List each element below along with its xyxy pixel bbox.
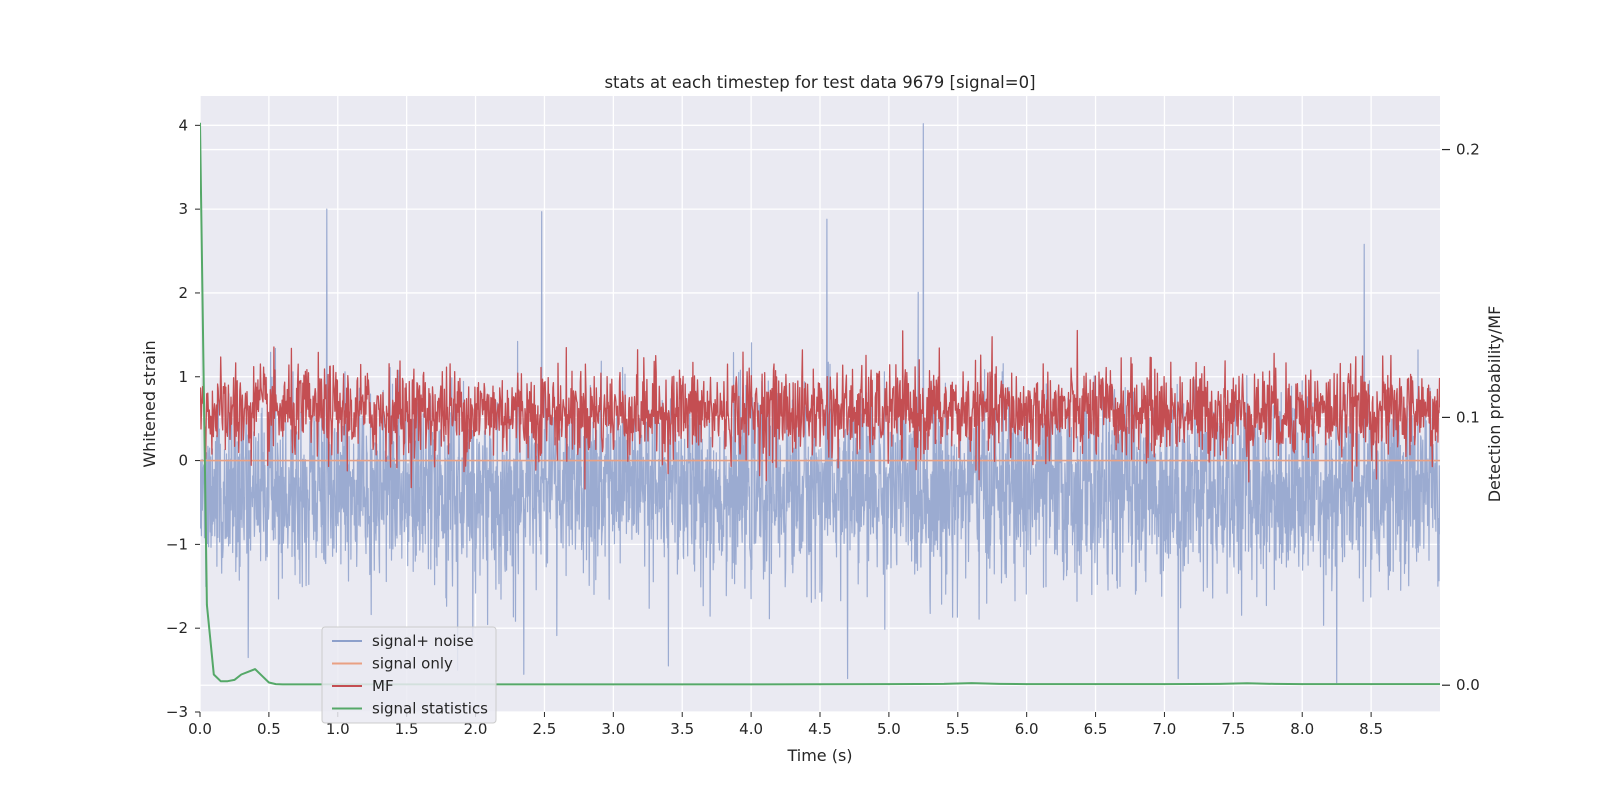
x-tick-label: 5.5 (946, 720, 970, 738)
x-tick-label: 8.0 (1290, 720, 1314, 738)
y-axis-label: Whitened strain (140, 340, 159, 467)
x-axis: 0.0 0.5 1.0 1.5 2.0 2.5 3.0 3.5 4.0 4.5 5.0 5.5 6.0 6… (188, 712, 1383, 738)
y-tick-label: −2 (166, 619, 188, 637)
y2-axis-label: Detection probability/MF (1485, 306, 1504, 503)
legend-box (321, 626, 497, 724)
y-tick-label: −3 (166, 703, 188, 721)
legend-label: signal+ noise (372, 632, 474, 650)
legend-label: signal only (372, 655, 453, 673)
y2-tick-label: 0.0 (1456, 676, 1480, 694)
series-line-0 (200, 123, 1440, 684)
x-tick-label: 0.0 (188, 720, 212, 738)
y-axis-right: 0.0 0.1 0.2 (1442, 141, 1480, 694)
y-tick-label: 4 (178, 116, 188, 134)
x-tick-label: 1.0 (326, 720, 350, 738)
y-tick-label: 3 (178, 200, 188, 218)
x-tick-label: 2.5 (533, 720, 557, 738)
legend-label: signal statistics (372, 700, 488, 718)
y2-tick-label: 0.2 (1456, 141, 1480, 159)
y-tick-label: −1 (166, 535, 188, 553)
x-tick-label: 0.5 (257, 720, 281, 738)
x-tick-label: 4.0 (739, 720, 763, 738)
x-tick-label: 7.5 (1221, 720, 1245, 738)
x-tick-label: 6.5 (1084, 720, 1108, 738)
x-tick-label: 3.0 (601, 720, 625, 738)
x-tick-label: 5.0 (877, 720, 901, 738)
x-tick-label: 2.0 (464, 720, 488, 738)
y-tick-label: 0 (178, 452, 188, 470)
chart-title: stats at each timestep for test data 967… (604, 73, 1035, 92)
y-tick-label: 2 (178, 284, 188, 302)
x-tick-label: 7.0 (1153, 720, 1177, 738)
x-tick-label: 6.0 (1015, 720, 1039, 738)
series-line-2 (200, 329, 1440, 490)
x-tick-label: 4.5 (808, 720, 832, 738)
legend-label: MF (372, 677, 394, 695)
y-axis-left: −3 −2 −1 0 1 2 3 4 (166, 116, 200, 721)
legend: signal+ noise signal only MF signal statist… (321, 626, 497, 724)
x-tick-label: 1.5 (395, 720, 419, 738)
y2-tick-label: 0.1 (1456, 408, 1480, 426)
x-tick-label: 8.5 (1359, 720, 1383, 738)
y-tick-label: 1 (178, 368, 188, 386)
x-axis-label: Time (s) (786, 746, 852, 765)
x-tick-label: 3.5 (670, 720, 694, 738)
